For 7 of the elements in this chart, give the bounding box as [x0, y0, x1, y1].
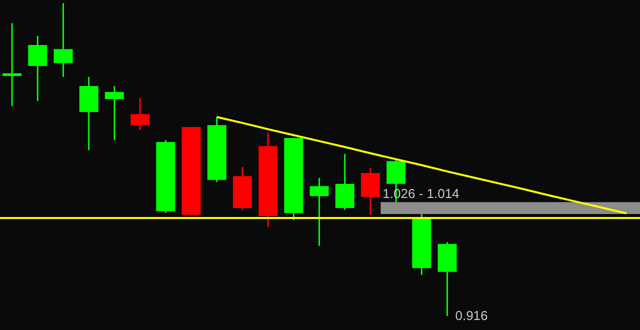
candlestick — [104, 85, 124, 141]
annotation: 0.916 — [455, 308, 488, 323]
candlestick — [28, 35, 48, 102]
candlestick — [54, 2, 73, 78]
candlestick — [2, 22, 22, 107]
candlestick — [130, 97, 150, 131]
candlestick — [310, 177, 329, 247]
